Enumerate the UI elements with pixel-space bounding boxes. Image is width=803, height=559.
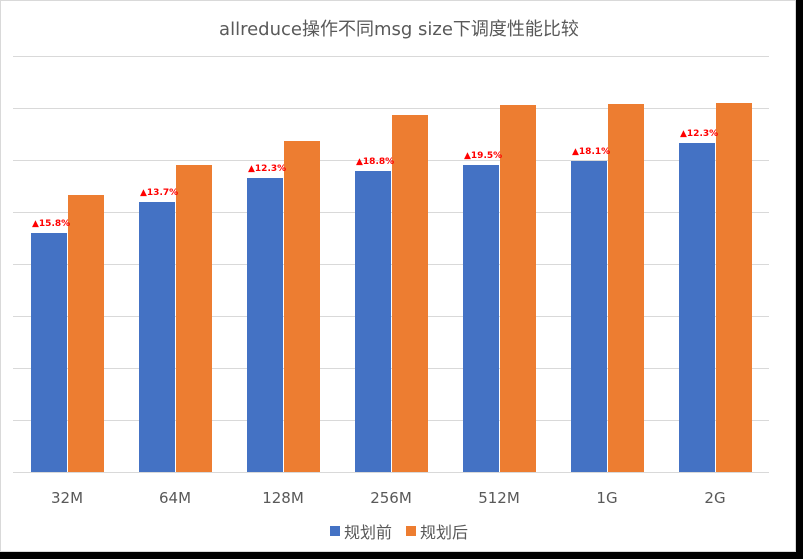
improvement-label: ▲12.3% (248, 164, 287, 175)
legend-label: 规划前 (343, 523, 392, 542)
improvement-label: ▲18.1% (572, 147, 611, 158)
gridline (13, 56, 769, 57)
chart-card: allreduce操作不同msg size下调度性能比较 ▲15.8% ▲13.7… (0, 0, 796, 552)
gridline (13, 472, 769, 473)
bar-before[interactable] (678, 142, 715, 472)
bar-before[interactable] (30, 232, 67, 472)
bar-after[interactable] (283, 140, 320, 472)
bar-before[interactable] (246, 178, 283, 472)
legend-item-before[interactable]: 规划前 (329, 519, 392, 543)
gridline (13, 160, 769, 161)
x-tick-label: 128M (262, 489, 304, 507)
bar-after[interactable] (175, 165, 212, 472)
x-tick-label: 64M (158, 489, 192, 507)
x-tick-label: 256M (370, 489, 412, 507)
bar-before[interactable] (138, 202, 175, 472)
bar-after[interactable] (67, 194, 104, 472)
bar-before[interactable] (354, 170, 391, 472)
gridline (13, 212, 769, 213)
bar-after[interactable] (607, 103, 644, 472)
plot-area: ▲15.8% ▲13.7% ▲12.3% ▲18.8% ▲19.5% ▲18.1% ▲12.… (13, 56, 769, 473)
bar-before[interactable] (462, 165, 499, 472)
x-tick-label: 2G (704, 489, 726, 507)
bar-after[interactable] (391, 114, 428, 472)
gridline (13, 316, 769, 317)
x-tick-label: 32M (50, 489, 84, 507)
gridline (13, 264, 769, 265)
gridline (13, 368, 769, 369)
improvement-label: ▲15.8% (32, 218, 71, 229)
bar-before[interactable] (570, 161, 607, 472)
bar-after[interactable] (499, 104, 536, 472)
legend-swatch-orange (406, 526, 416, 536)
gridline (13, 420, 769, 421)
improvement-label: ▲12.3% (680, 128, 719, 139)
legend-swatch-blue (329, 526, 340, 536)
chart-title: allreduce操作不同msg size下调度性能比较 (219, 19, 579, 40)
x-tick-label: 1G (596, 489, 618, 507)
bar-after[interactable] (715, 102, 752, 472)
legend-item-after[interactable]: 规划后 (406, 519, 468, 543)
gridline (13, 108, 769, 109)
x-tick-label: 512M (478, 489, 520, 507)
legend: 规划前 规划后 (1, 519, 797, 543)
legend-label: 规划后 (420, 523, 469, 542)
improvement-label: ▲19.5% (464, 151, 503, 162)
improvement-label: ▲18.8% (356, 156, 395, 167)
improvement-label: ▲13.7% (140, 188, 179, 199)
